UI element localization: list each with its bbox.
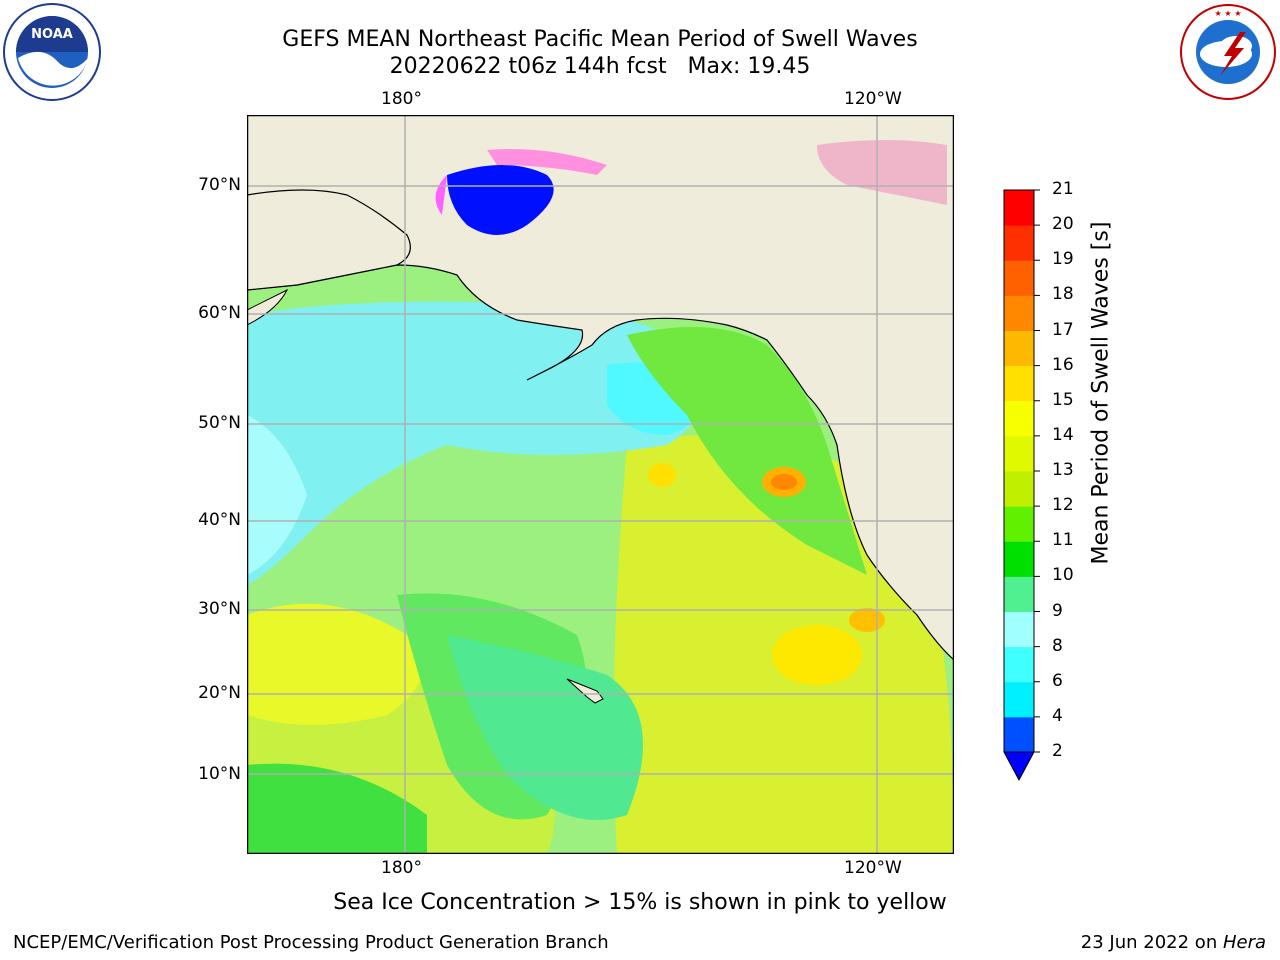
swell-zone-tropics: [247, 763, 427, 854]
colorbar-tick-label: 11: [1052, 530, 1074, 551]
footer-credit: NCEP/EMC/Verification Post Processing Pr…: [13, 932, 609, 953]
colorbar-tick-label: 17: [1052, 319, 1074, 340]
colorbar-tick-label: 14: [1052, 424, 1074, 445]
colorbar-segment: [1004, 506, 1034, 542]
colorbar-segment: [1004, 646, 1034, 683]
lon-label-bottom-120w: 120°W: [844, 858, 902, 878]
north-america-land: [247, 115, 954, 661]
colorbar-tick-label: 19: [1052, 249, 1074, 270]
colorbar-tick-label: 18: [1052, 284, 1074, 305]
map-subtitle: 20220622 t06z 144h fcst Max: 19.45: [389, 54, 811, 79]
colorbar-tick-label: 8: [1052, 635, 1063, 656]
map-panel: [247, 115, 954, 854]
footer-host: Hera: [1222, 932, 1266, 953]
noaa-logo-text: NOAA: [31, 27, 73, 42]
colorbar-segment: [1004, 716, 1034, 753]
colorbar-tick-label: 15: [1052, 389, 1074, 410]
lon-label-top-120w: 120°W: [844, 89, 902, 109]
colorbar-tick-label: 10: [1052, 565, 1074, 586]
colorbar-segment: [1004, 541, 1034, 577]
hawaii-islands: [566, 678, 604, 704]
colorbar-tick-label: 21: [1052, 179, 1074, 199]
lon-label-bottom-180: 180°: [381, 858, 422, 878]
colorbar-segment: [1004, 330, 1034, 367]
nws-logo: ★ ★ ★: [1180, 4, 1276, 100]
footer-date: 23 Jun 2022 on Hera: [1081, 932, 1266, 953]
lat-label-10n: 10°N: [198, 764, 241, 784]
swell-zone-northwest: [247, 415, 307, 575]
map-title: GEFS MEAN Northeast Pacific Mean Period …: [282, 27, 918, 52]
sea-ice-east: [817, 140, 947, 205]
colorbar-segment: [1004, 681, 1034, 718]
colorbar-tick-label: 13: [1052, 460, 1074, 480]
lat-label-60n: 60°N: [198, 303, 241, 323]
colorbar-segment: [1004, 576, 1034, 612]
svg-text:★ ★ ★: ★ ★ ★: [1214, 9, 1241, 18]
colorbar-title: Mean Period of Swell Waves [s]: [1088, 221, 1114, 565]
colorbar-segment: [1004, 260, 1034, 296]
colorbar-segment: [1004, 611, 1034, 648]
colorbar-segment: [1004, 471, 1034, 507]
map-frame: [247, 115, 954, 854]
lat-label-30n: 30°N: [198, 599, 241, 619]
asia-land: [247, 189, 411, 291]
colorbar-tick-label: 2: [1052, 741, 1063, 761]
colorbar-tick-label: 4: [1052, 705, 1063, 726]
colorbar-segment: [1004, 365, 1034, 402]
swell-zone-coastal: [627, 327, 867, 575]
colorbar-tick-label: 20: [1052, 214, 1074, 235]
noaa-logo: NOAA: [3, 3, 101, 101]
arctic-sea-ice: [447, 165, 554, 235]
lat-label-50n: 50°N: [198, 413, 241, 433]
colorbar-segment: [1004, 295, 1034, 331]
map-grid: [247, 115, 954, 854]
lat-label-70n: 70°N: [198, 175, 241, 195]
colorbar-extend-arrow: [1003, 751, 1035, 782]
sea-ice-note: Sea Ice Concentration > 15% is shown in …: [333, 890, 947, 915]
colorbar-tick-label: 16: [1052, 354, 1074, 375]
colorbar-segment: [1004, 400, 1034, 437]
colorbar-segment: [1004, 435, 1034, 472]
lon-label-top-180: 180°: [381, 89, 422, 109]
lat-label-20n: 20°N: [198, 683, 241, 703]
colorbar-segment: [1004, 190, 1034, 226]
colorbar-tick-label: 6: [1052, 670, 1063, 691]
colorbar-tick-label: 12: [1052, 495, 1074, 516]
colorbar-tick-label: 9: [1052, 600, 1063, 621]
colorbar-segment: [1004, 225, 1034, 261]
colorbar: [1003, 189, 1040, 782]
lat-label-40n: 40°N: [198, 510, 241, 530]
footer-date-text: 23 Jun 2022 on: [1080, 932, 1223, 953]
swell-zone-north-cyan: [247, 301, 709, 585]
